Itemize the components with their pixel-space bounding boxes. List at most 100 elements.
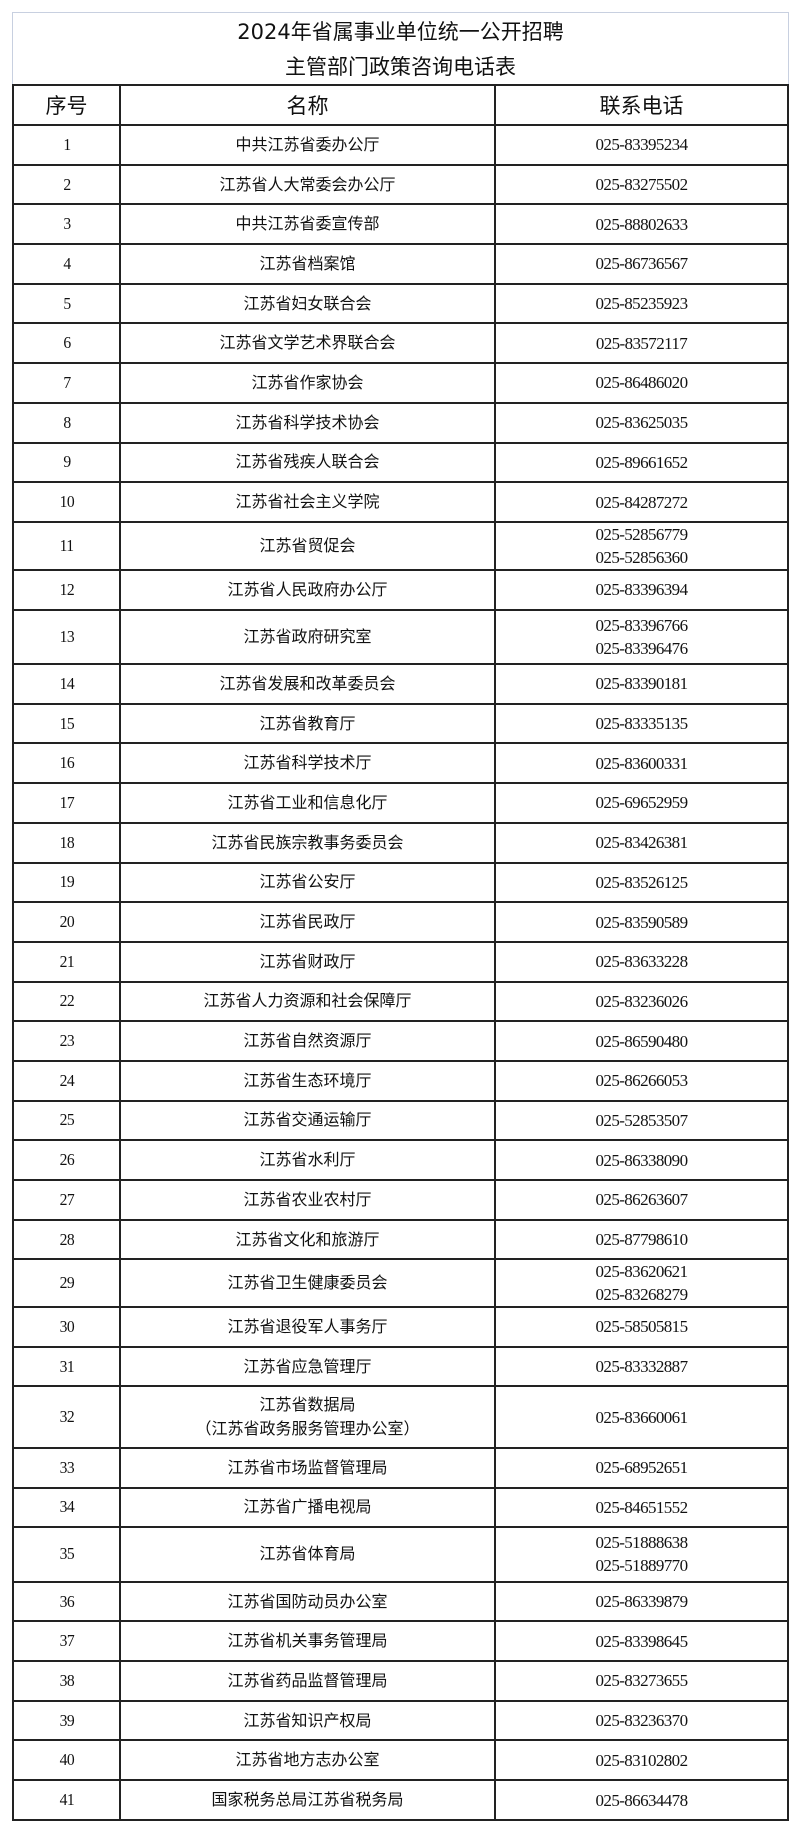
row-phone: 025-83236370	[496, 1701, 789, 1740]
phone-number: 025-83590589	[595, 912, 689, 932]
row-index-value: 32	[59, 1407, 74, 1427]
table-row: 17 江苏省工业和信息化厅 025-69652959	[14, 784, 789, 824]
row-phone: 025-83396394	[496, 570, 789, 609]
row-name: 江苏省药品监督管理局	[121, 1662, 496, 1700]
row-index-value: 24	[59, 1070, 74, 1090]
row-name: 江苏省地方志办公室	[121, 1741, 496, 1780]
phone-number: 025-83102802	[595, 1750, 689, 1770]
row-phone: 025-58505815	[496, 1307, 789, 1346]
table-row: 15 江苏省教育厅 025-83335135	[14, 704, 789, 745]
organization-name: 江苏省自然资源厅	[243, 1031, 372, 1051]
row-phone: 025-88802633	[496, 205, 789, 244]
table-row: 33 江苏省市场监督管理局 025-68952651	[14, 1448, 789, 1489]
phone-number: 025-88802633	[595, 214, 689, 234]
header-phone: 联系电话	[496, 86, 789, 124]
phone-number: 025-86486020	[595, 373, 689, 393]
row-index-value: 23	[59, 1031, 74, 1051]
table-row: 5 江苏省妇女联合会 025-85235923	[14, 284, 789, 325]
table-row: 18 江苏省民族宗教事务委员会 025-83426381	[14, 823, 789, 864]
organization-name: 江苏省人民政府办公厅	[227, 579, 388, 599]
row-index: 14	[14, 665, 121, 703]
organization-name: 江苏省发展和改革委员会	[219, 673, 396, 693]
organization-name: 江苏省民政厅	[259, 912, 356, 932]
row-index-value: 12	[59, 579, 74, 599]
row-phone: 025-83620621 025-83268279	[496, 1260, 789, 1306]
phone-number: 025-83398645	[595, 1631, 689, 1651]
organization-name: 江苏省作家协会	[251, 372, 364, 392]
table-row: 28 江苏省文化和旅游厅 025-87798610	[14, 1220, 789, 1261]
row-index-value: 40	[59, 1750, 74, 1770]
row-index: 32	[14, 1387, 121, 1447]
phone-number: 025-83620621	[595, 1262, 689, 1282]
row-index: 18	[14, 823, 121, 862]
table-row: 2 江苏省人大常委会办公厅 025-83275502	[14, 165, 789, 206]
phone-number: 025-83273655	[595, 1671, 689, 1691]
table-row: 27 江苏省农业农村厅 025-86263607	[14, 1181, 789, 1221]
table-row: 36 江苏省国防动员办公室 025-86339879	[14, 1582, 789, 1623]
row-index: 25	[14, 1101, 121, 1140]
row-name: 江苏省科学技术厅	[121, 744, 496, 783]
row-phone: 025-83332887	[496, 1347, 789, 1386]
phone-number: 025-83660061	[595, 1407, 689, 1427]
table-row: 24 江苏省生态环境厅 025-86266053	[14, 1061, 789, 1102]
row-name: 江苏省妇女联合会	[121, 284, 496, 323]
row-name: 江苏省发展和改革委员会	[121, 665, 496, 703]
row-phone: 025-83275502	[496, 165, 789, 204]
organization-name: 江苏省工业和信息化厅	[227, 792, 388, 812]
row-name: 江苏省退役军人事务厅	[121, 1307, 496, 1346]
row-phone: 025-84287272	[496, 483, 789, 521]
table-row: 12 江苏省人民政府办公厅 025-83396394	[14, 570, 789, 611]
row-index: 19	[14, 863, 121, 902]
row-phone: 025-52853507	[496, 1101, 789, 1140]
row-index-value: 28	[59, 1229, 74, 1249]
row-phone: 025-83273655	[496, 1662, 789, 1700]
row-index: 1	[14, 126, 121, 164]
phone-number: 025-84651552	[595, 1497, 689, 1517]
table-row: 11 江苏省贸促会 025-52856779 025-52856360	[14, 522, 789, 571]
phone-number: 025-83572117	[595, 333, 688, 353]
row-name: 江苏省科学技术协会	[121, 403, 496, 442]
table-row: 26 江苏省水利厅 025-86338090	[14, 1141, 789, 1181]
organization-name: 江苏省人力资源和社会保障厅	[203, 991, 412, 1011]
row-index: 10	[14, 483, 121, 521]
row-phone: 025-86486020	[496, 364, 789, 402]
row-name: 江苏省工业和信息化厅	[121, 784, 496, 822]
row-name: 江苏省民政厅	[121, 903, 496, 941]
table-row: 37 江苏省机关事务管理局 025-83398645	[14, 1622, 789, 1663]
row-index: 36	[14, 1582, 121, 1621]
table-row: 38 江苏省药品监督管理局 025-83273655	[14, 1662, 789, 1702]
table-row: 10 江苏省社会主义学院 025-84287272	[14, 483, 789, 523]
table-row: 9 江苏省残疾人联合会 025-89661652	[14, 443, 789, 484]
row-phone: 025-83102802	[496, 1741, 789, 1780]
document-title: 2024年省属事业单位统一公开招聘 主管部门政策咨询电话表	[12, 12, 789, 84]
row-name: 江苏省自然资源厅	[121, 1022, 496, 1060]
row-index-value: 27	[59, 1189, 74, 1209]
row-index-value: 41	[59, 1790, 74, 1809]
organization-name: 中共江苏省委办公厅	[235, 134, 380, 154]
header-name: 名称	[121, 86, 496, 124]
row-index: 31	[14, 1347, 121, 1386]
row-index-value: 21	[59, 951, 74, 971]
table-row: 1 中共江苏省委办公厅 025-83395234	[14, 126, 789, 166]
row-index-value: 8	[62, 412, 71, 432]
phone-number: 025-51889770	[595, 1556, 689, 1576]
row-phone: 025-86339879	[496, 1582, 789, 1621]
organization-name: 江苏省农业农村厅	[243, 1189, 372, 1209]
row-phone: 025-83396766 025-83396476	[496, 610, 789, 664]
organization-name: 江苏省残疾人联合会	[235, 452, 380, 472]
row-name: 江苏省农业农村厅	[121, 1181, 496, 1219]
row-index: 28	[14, 1220, 121, 1259]
row-phone: 025-84651552	[496, 1488, 789, 1527]
phone-number: 025-86634478	[595, 1790, 689, 1810]
phone-number: 025-89661652	[595, 452, 689, 472]
phone-number: 025-83426381	[595, 833, 689, 853]
row-index: 35	[14, 1528, 121, 1581]
organization-name: 江苏省人大常委会办公厅	[219, 174, 396, 194]
row-phone: 025-83390181	[496, 665, 789, 703]
row-index-value: 37	[59, 1631, 74, 1651]
row-index: 30	[14, 1307, 121, 1346]
phone-number: 025-83633228	[595, 952, 689, 972]
row-index: 27	[14, 1181, 121, 1219]
header-index: 序号	[14, 86, 121, 124]
row-name: 江苏省国防动员办公室	[121, 1582, 496, 1621]
